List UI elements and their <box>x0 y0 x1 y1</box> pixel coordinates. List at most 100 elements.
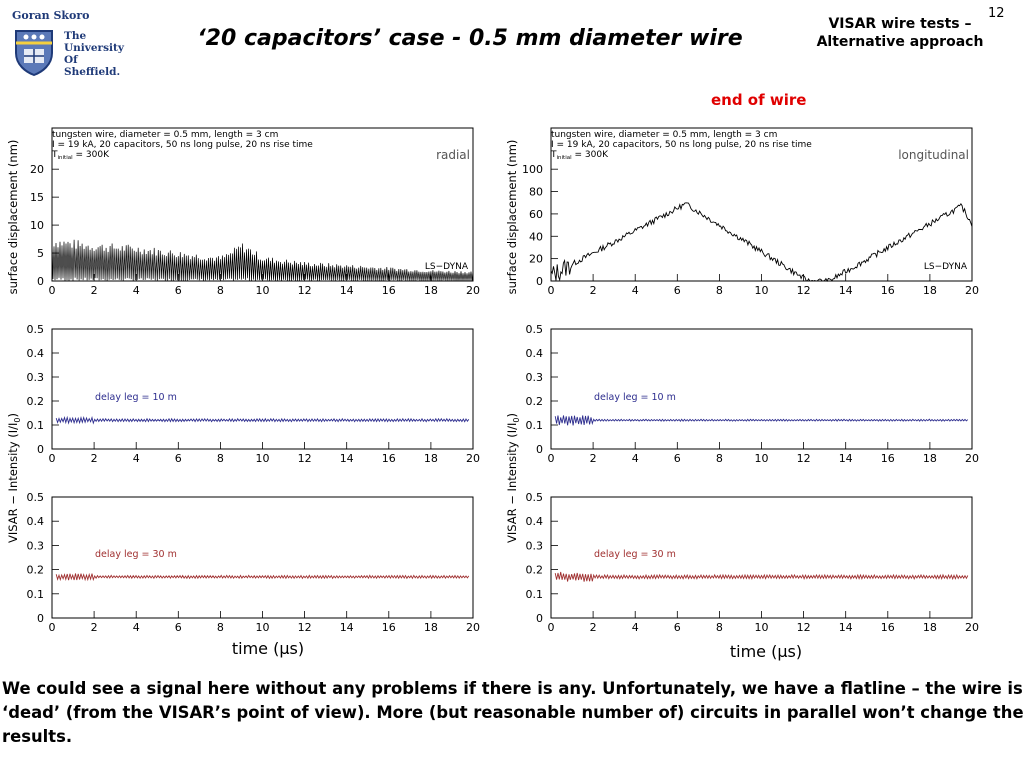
x-tick-label: 6 <box>175 621 182 634</box>
x-tick-label: 0 <box>49 452 56 465</box>
x-tick-label: 8 <box>217 452 224 465</box>
x-tick-label: 18 <box>923 621 937 634</box>
x-tick-label: 20 <box>466 284 480 297</box>
y-tick-label: 0.4 <box>526 347 544 360</box>
series-label: delay leg = 10 m <box>594 392 676 403</box>
x-axis-label-right: time (μs) <box>730 642 802 661</box>
plot-frame <box>51 328 474 450</box>
x-tick-label: 0 <box>548 621 555 634</box>
temperature-value: = 300K <box>572 150 609 160</box>
y-tick-label: 0 <box>536 275 543 288</box>
university-crest-logo <box>15 30 53 77</box>
x-tick-label: 16 <box>382 452 396 465</box>
y-tick-label: 0.2 <box>526 564 544 577</box>
data-series-line <box>550 202 973 283</box>
y-tick-label: 15 <box>30 191 44 204</box>
series-label: delay leg = 10 m <box>95 392 177 403</box>
x-tick-label: 2 <box>91 621 98 634</box>
y-tick-label: 0.4 <box>526 515 544 528</box>
x-tick-label: 4 <box>133 452 140 465</box>
y-tick-label: 0 <box>37 612 44 625</box>
x-tick-label: 16 <box>881 284 895 297</box>
x-tick-label: 18 <box>424 284 438 297</box>
visar-ylabel-sub: 0 <box>13 417 22 422</box>
university-line: University <box>64 42 124 54</box>
y-tick-label: 0.3 <box>27 371 45 384</box>
x-tick-label: 10 <box>755 284 769 297</box>
data-series-line <box>55 415 470 425</box>
topic-line: VISAR wire tests – <box>828 16 972 32</box>
x-tick-label: 8 <box>217 621 224 634</box>
university-line: Sheffield. <box>64 66 121 78</box>
x-tick-label: 2 <box>590 452 597 465</box>
x-tick-label: 16 <box>382 621 396 634</box>
visar-ylabel-sub: 0 <box>512 417 521 422</box>
x-tick-label: 4 <box>133 621 140 634</box>
temperature-subscript: initial <box>58 155 74 161</box>
x-tick-label: 14 <box>340 621 354 634</box>
series-label: delay leg = 30 m <box>95 549 177 560</box>
wire-parameters-text: I = 19 kA, 20 capacitors, 50 ns long pul… <box>52 140 313 150</box>
y-tick-label: 0 <box>37 275 44 288</box>
x-tick-label: 20 <box>466 621 480 634</box>
series-label: delay leg = 30 m <box>594 549 676 560</box>
x-tick-label: 14 <box>340 284 354 297</box>
y-axis-label-left: surface displacement (nm) <box>6 140 20 295</box>
x-tick-label: 16 <box>382 284 396 297</box>
page-number: 12 <box>988 6 1005 21</box>
x-tick-label: 12 <box>797 621 811 634</box>
slide-topic: VISAR wire tests – Alternative approach <box>800 15 1000 51</box>
x-tick-label: 18 <box>424 452 438 465</box>
y-tick-label: 0.3 <box>526 371 544 384</box>
y-tick-label: 20 <box>30 163 44 176</box>
plot-frame <box>51 127 474 282</box>
end-of-wire-annotation: end of wire <box>711 91 807 109</box>
visar-ylabel-main: VISAR − Intensity (I/I <box>505 423 519 543</box>
x-tick-label: 18 <box>923 284 937 297</box>
x-tick-label: 2 <box>91 284 98 297</box>
y-tick-label: 0.5 <box>526 323 544 336</box>
y-tick-label: 0.3 <box>526 539 544 552</box>
chart-displacement-radial: 0 2 4 6 8 10 12 14 16 18 20 0 5 10 15 20 tungsten wire, … <box>30 127 480 297</box>
x-tick-label: 18 <box>923 452 937 465</box>
x-tick-label: 16 <box>881 452 895 465</box>
y-tick-label: 0.2 <box>27 395 45 408</box>
x-tick-label: 6 <box>674 621 681 634</box>
x-tick-label: 6 <box>175 452 182 465</box>
x-tick-label: 4 <box>133 284 140 297</box>
x-tick-label: 10 <box>256 621 270 634</box>
y-tick-label: 0.4 <box>27 515 45 528</box>
wire-parameters-text: tungsten wire, diameter = 0.5 mm, length… <box>52 130 278 140</box>
y-tick-label: 10 <box>30 219 44 232</box>
x-tick-label: 2 <box>91 452 98 465</box>
visar-ylabel-main: VISAR − Intensity (I/I <box>6 423 20 543</box>
initial-temperature-text: Tinitial = 300K <box>550 150 609 161</box>
y-tick-label: 0 <box>536 443 543 456</box>
panel-corner-label: radial <box>436 148 470 162</box>
x-tick-label: 10 <box>256 284 270 297</box>
wire-parameters-text: I = 19 kA, 20 capacitors, 50 ns long pul… <box>551 140 812 150</box>
x-tick-label: 0 <box>548 452 555 465</box>
data-series-line <box>554 415 969 426</box>
visar-y-axis-label-left: VISAR − Intensity (I/I0) <box>6 413 22 543</box>
chart-visar-30m-right: 0 2 4 6 8 10 12 14 16 18 20 0 0.1 0.2 0.3 0.4 0.5 delay l… <box>526 491 980 634</box>
x-tick-label: 8 <box>716 621 723 634</box>
panel-corner-label: longitudinal <box>898 148 969 162</box>
y-tick-label: 0 <box>536 612 543 625</box>
initial-temperature-text: Tinitial = 300K <box>51 150 110 161</box>
simulation-code-label: LS−DYNA <box>425 262 469 272</box>
y-tick-label: 0.5 <box>27 323 45 336</box>
plot-frame <box>550 328 973 450</box>
y-tick-label: 0.5 <box>27 491 45 504</box>
x-tick-label: 6 <box>175 284 182 297</box>
x-tick-label: 20 <box>965 452 979 465</box>
chart-visar-30m-left: 0 2 4 6 8 10 12 14 16 18 20 0 0.1 0.2 0.3 0.4 0.5 delay l… <box>27 491 481 634</box>
x-tick-label: 2 <box>590 284 597 297</box>
x-tick-label: 20 <box>466 452 480 465</box>
x-tick-label: 12 <box>298 284 312 297</box>
data-series-line <box>55 572 470 582</box>
x-tick-label: 4 <box>632 284 639 297</box>
y-tick-label: 0.1 <box>526 588 544 601</box>
university-line: The <box>64 30 87 42</box>
